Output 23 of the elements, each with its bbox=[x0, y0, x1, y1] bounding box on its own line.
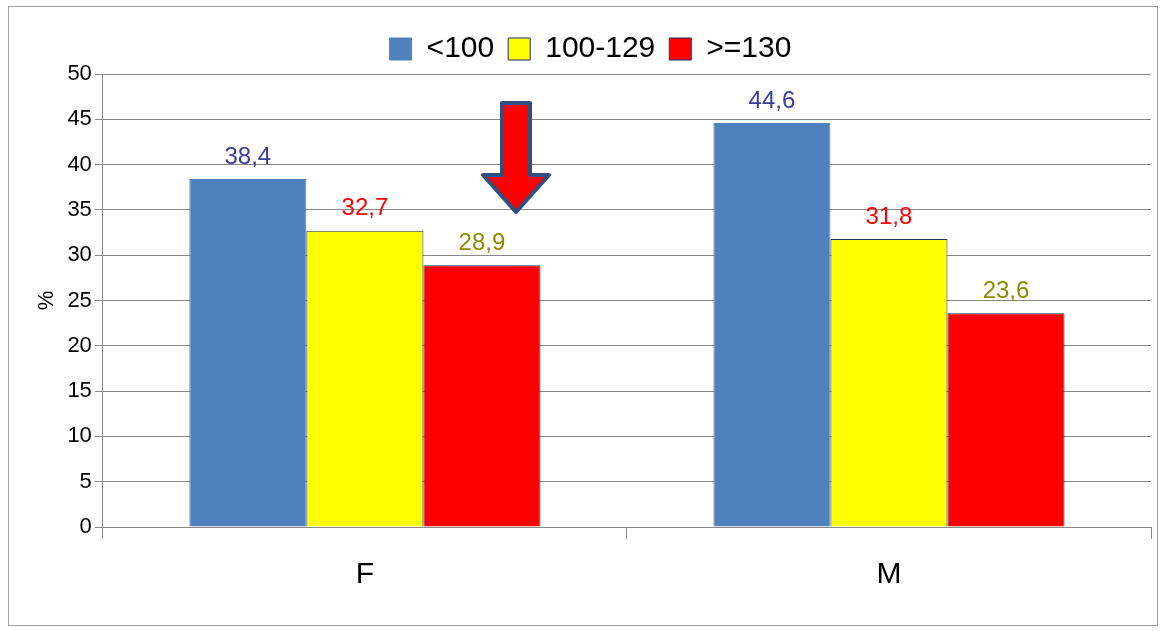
y-tick-label: 45 bbox=[67, 105, 92, 131]
data-label: 38,4 bbox=[224, 141, 272, 169]
data-label: 31,8 bbox=[865, 201, 913, 229]
y-tick-label: 0 bbox=[79, 513, 92, 539]
y-tick-label: 20 bbox=[67, 331, 92, 357]
data-label: 23,6 bbox=[982, 275, 1030, 303]
x-tick-label: F bbox=[355, 556, 375, 590]
y-tick-label: 50 bbox=[67, 60, 92, 86]
y-tick-label: 5 bbox=[79, 467, 92, 493]
y-tick-label: 10 bbox=[67, 422, 92, 448]
y-tick-label: 25 bbox=[67, 286, 92, 312]
x-tick-label: M bbox=[876, 556, 902, 590]
y-axis-title: % bbox=[33, 290, 59, 311]
y-tick-label: 30 bbox=[67, 241, 92, 267]
legend-label: >=130 bbox=[706, 30, 792, 64]
y-tick-label: 40 bbox=[67, 150, 92, 176]
data-label: 44,6 bbox=[748, 85, 796, 113]
y-tick-label: 15 bbox=[67, 377, 92, 403]
legend-label: 100-129 bbox=[545, 30, 656, 64]
data-label: 32,7 bbox=[341, 193, 389, 221]
data-label: 28,9 bbox=[458, 227, 506, 255]
y-tick-label: 35 bbox=[67, 195, 92, 221]
legend-label: <100 bbox=[426, 30, 495, 64]
